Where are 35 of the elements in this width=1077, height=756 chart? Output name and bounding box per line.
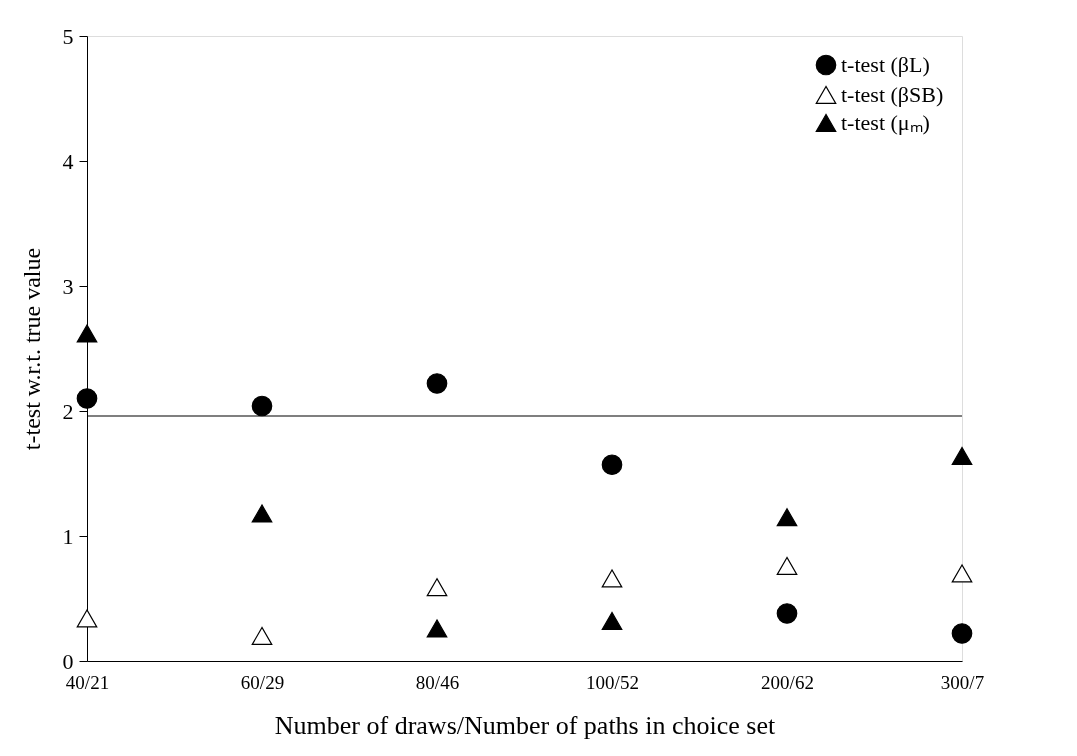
x-tick-label: 300/7 <box>940 671 985 693</box>
point <box>601 569 623 588</box>
legend-label: t-test (βL) <box>841 52 930 77</box>
x-tick-label: 100/52 <box>586 671 639 693</box>
legend-label: t-test (μₘ) <box>841 110 930 135</box>
y-tick-label: 2 <box>62 398 74 424</box>
point <box>76 324 98 343</box>
point <box>776 508 798 527</box>
point <box>426 373 448 394</box>
x-tick-label: 200/62 <box>761 671 814 693</box>
point <box>426 578 448 597</box>
point <box>601 454 623 476</box>
y-tick-label: 4 <box>62 148 74 174</box>
x-tick-label: 80/46 <box>415 671 460 693</box>
point <box>951 446 973 466</box>
x-tick-label: 40/21 <box>65 671 110 693</box>
point <box>426 619 448 638</box>
point <box>951 623 973 644</box>
point <box>251 626 273 646</box>
point <box>251 504 273 523</box>
point <box>951 564 973 583</box>
y-tick-label: 1 <box>62 523 74 549</box>
point <box>776 556 798 576</box>
point <box>76 388 98 409</box>
y-tick-label: 5 <box>62 23 74 49</box>
point <box>76 609 98 628</box>
point <box>601 611 623 631</box>
y-tick-label: 0 <box>62 648 74 674</box>
y-tick-label: 3 <box>62 273 74 299</box>
point <box>776 603 798 624</box>
x-axis-title: Number of draws/Number of paths in choice set <box>274 710 776 740</box>
point <box>251 395 273 417</box>
x-tick-label: 60/29 <box>240 671 285 693</box>
y-axis-title: t-test w.r.t. true value <box>18 247 45 451</box>
legend-label: t-test (βSB) <box>841 82 944 107</box>
